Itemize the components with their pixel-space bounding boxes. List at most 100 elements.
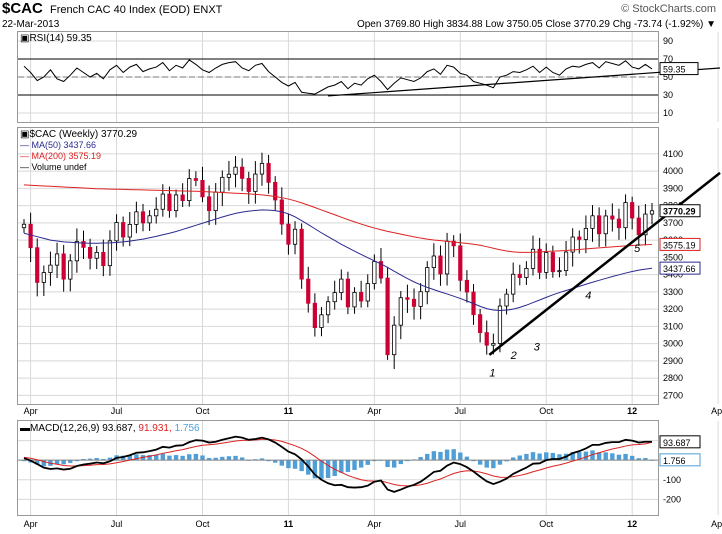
candle-body: [88, 246, 93, 259]
macd-histogram-bar: [233, 455, 238, 461]
ma200-last-box: [659, 237, 701, 251]
macd-histogram-bar: [299, 460, 304, 472]
macd-x-tick-label: 11: [284, 519, 294, 529]
macd-histogram-bar: [517, 455, 522, 461]
macd-histogram-bar: [596, 452, 602, 461]
macd-histogram-bar: [319, 460, 324, 479]
candle-body: [649, 210, 655, 215]
macd-histogram-bar: [643, 458, 648, 461]
macd-histogram-bar: [477, 460, 483, 465]
candle-body: [478, 314, 483, 333]
candle-body: [372, 261, 377, 284]
axis-labels: Apr Apr Jul Jul Oct Oct 11 11 Apr Apr Jul Jul Oct Oct…: [24, 36, 722, 529]
rsi-legend: ▣RSI(14) 59.35: [20, 33, 92, 44]
macd-histogram-bar: [391, 460, 397, 468]
macd-y-tick-label: -200: [663, 494, 681, 504]
candle-body: [451, 240, 456, 247]
macd-histogram-bar: [41, 460, 47, 467]
macd-x-tick-label: Oct: [539, 519, 554, 529]
candle-body: [610, 215, 615, 220]
macd-histogram-bar: [187, 454, 192, 461]
price-x-tick-label: Oct: [539, 406, 554, 416]
macd-x-tick-label: Oct: [195, 519, 210, 529]
candle-body: [206, 196, 212, 212]
price-y-tick-label: 4100: [663, 149, 683, 159]
macd-histogram-bar: [418, 457, 423, 461]
candle-body: [41, 272, 46, 283]
macd-histogram-bar: [616, 454, 622, 461]
macd-histogram-bar: [147, 455, 152, 461]
candle-body: [259, 162, 265, 175]
rsi-last-box: [659, 62, 699, 76]
macd-histogram-bar: [220, 456, 225, 461]
candle-body: [213, 191, 218, 212]
price-y-tick-label: 3900: [663, 183, 683, 193]
price-x-tick-label: 12: [627, 406, 637, 416]
macd-histogram-bar: [577, 452, 582, 461]
macd-histogram-bar: [491, 460, 496, 469]
macd-histogram-bar: [87, 458, 93, 461]
candle-body: [240, 166, 245, 179]
price-y-tick-label: 2900: [663, 356, 683, 366]
macd-last-label: 93.687: [663, 438, 691, 448]
ma50-last-label: 3437.66: [663, 264, 696, 274]
macd-x-tick-label: 12: [627, 519, 637, 529]
price-y-tick-label: 3700: [663, 218, 683, 228]
quote-line: Open 3769.80 High 3834.88 Low 3750.05 Cl…: [357, 19, 716, 30]
candle-body: [339, 278, 344, 293]
copyright[interactable]: © StockCharts.com: [621, 3, 716, 15]
chart-date: 22-Mar-2013: [2, 19, 60, 30]
macd-histogram-bar: [537, 453, 542, 461]
candle-body: [563, 251, 569, 272]
ma50-last-box: [659, 261, 701, 275]
candle-body: [54, 253, 60, 266]
macd-histogram-bar: [398, 460, 403, 465]
macd-histogram-bar: [292, 460, 298, 469]
macd-histogram-bar: [94, 458, 99, 461]
macd-histogram-bar: [180, 455, 185, 461]
candle-body: [319, 314, 324, 328]
grid: [18, 32, 719, 515]
candle-body: [504, 293, 509, 307]
macd-histogram-bar: [160, 453, 166, 461]
macd-histogram-bar: [425, 453, 430, 461]
macd-histogram-bar: [200, 455, 205, 461]
candle-body: [173, 194, 179, 212]
macd-histogram-bar: [273, 460, 278, 463]
chart-symbol: $CAC: [2, 0, 43, 17]
macd-histogram-bar: [365, 460, 370, 465]
ma200-line: [23, 184, 653, 253]
candle-body: [570, 236, 575, 253]
candle-body: [306, 278, 311, 304]
candle-body: [365, 283, 370, 302]
candle-body: [127, 224, 132, 238]
candle-body: [187, 178, 192, 202]
macd-histogram-bar: [167, 455, 172, 461]
rsi-y-tick-label: 50: [663, 72, 673, 82]
macd-histogram-bar: [464, 456, 470, 461]
price-y-tick-label: 2800: [663, 373, 683, 383]
candle-body: [411, 298, 417, 307]
hist-last-label: 1.756: [663, 456, 686, 466]
legends: ▣RSI(14) 59.35▣$CAC (Weekly) 3770.29— MA…: [20, 33, 200, 434]
macd-x-tick-label: Apr: [367, 519, 381, 529]
candle-body: [484, 332, 489, 346]
macd-histogram-bar: [458, 452, 463, 461]
candle-body: [101, 251, 106, 267]
macd-histogram-bar: [510, 457, 516, 461]
price-y-tick-label: 3000: [663, 339, 683, 349]
candle-body: [233, 166, 238, 175]
macd-histogram-bar: [61, 460, 66, 465]
macd-histogram-bar: [484, 460, 489, 468]
price-y-tick-label: 3500: [663, 252, 683, 262]
candle-body: [431, 255, 436, 268]
candle-body: [167, 193, 172, 212]
candle-body: [550, 252, 555, 273]
trendlines: 1 2 3 4 5: [328, 67, 721, 379]
candle-body: [636, 217, 641, 236]
macd-histogram-bar: [444, 449, 450, 461]
macd-signal-line: [23, 438, 653, 487]
candle-body: [325, 301, 331, 316]
macd-histogram-bar: [610, 453, 615, 461]
macd-x-tick-label: Apr: [711, 519, 722, 529]
